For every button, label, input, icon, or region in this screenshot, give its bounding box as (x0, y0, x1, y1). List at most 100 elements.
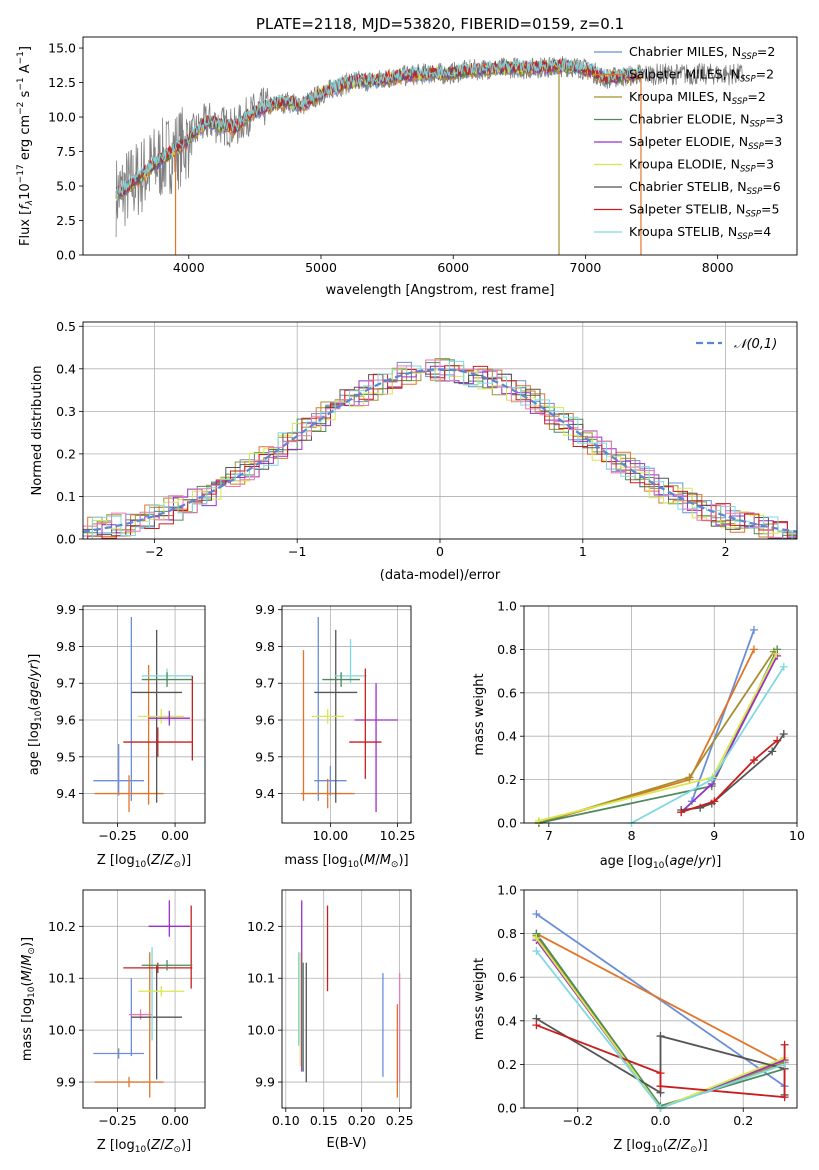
y-tick-label: 0.4 (497, 729, 517, 744)
marker-salpeter_stelib (780, 1093, 789, 1102)
y-tick-label: 0.4 (497, 1013, 517, 1028)
y-tick-label: 15.0 (48, 41, 76, 56)
x-tick-label: 10 (789, 828, 805, 843)
age_vs_Z-frame (82, 605, 206, 824)
y-axis-label: Normed distribution (30, 366, 45, 496)
y-tick-label: 10.2 (48, 919, 76, 934)
age_vs_mass-axes: 10.00 10.25 9.4 9.5 9.6 9.7 9.8 9.9 mass [log10(… (255, 602, 415, 870)
weight_vs_age-axes: 7 8 9 10 0.0 0.2 0.4 0.6 0.8 1.0 mass weight age [l… (472, 599, 805, 872)
x-tick-label: 0.15 (310, 1113, 338, 1128)
y-tick-label: 0.0 (56, 248, 76, 263)
x-tick-label: 5000 (305, 260, 337, 275)
y-axis-label: mass weight (472, 673, 487, 755)
mass_vs_ebv-axes: 0.10 0.15 0.20 0.25 9.9 10.0 10.1 10.2 E(B-V) (247, 890, 414, 1151)
x-axis-label: mass [log10(M/M⊙)] (284, 853, 408, 870)
residuals-frame (82, 321, 798, 540)
marker-chabrier_stelib (768, 747, 777, 756)
legend-entry: Kroupa ELODIE, NSSP=3 (629, 157, 774, 175)
x-tick-label: −2 (145, 544, 163, 559)
y-tick-label: 10.0 (48, 110, 76, 125)
x-tick-label: 0.10 (272, 1113, 300, 1128)
residuals-axes: −2 −1 0 1 2 0.0 0.1 0.2 0.3 0.4 0.5 (data-model)/er… (30, 319, 797, 583)
age_vs_mass-frame (281, 605, 412, 824)
y-tick-label: 5.0 (56, 179, 76, 194)
x-axis-label: Z [log10(Z/Z⊙)] (613, 1138, 707, 1155)
y-tick-label: 9.8 (255, 639, 275, 654)
y-tick-label: 1.0 (497, 599, 517, 614)
y-tick-label: 9.5 (255, 749, 275, 764)
weight_vs_age-series (534, 625, 788, 827)
marker-kroupa_stelib (779, 662, 788, 671)
x-tick-label: 0 (436, 544, 444, 559)
x-tick-label: 1 (579, 544, 587, 559)
legend-entry: 𝒩(0,1) (734, 337, 777, 352)
x-tick-label: 0.2 (733, 1113, 753, 1128)
mass_vs_ebv-frame (281, 889, 412, 1109)
y-tick-label: 0.2 (56, 446, 76, 461)
x-tick-label: 0.0 (651, 1113, 671, 1128)
y-tick-label: 9.4 (255, 786, 275, 801)
x-tick-label: 9 (710, 828, 718, 843)
x-tick-label: −0.2 (563, 1113, 593, 1128)
model-spectrum-kroupa_stelib (115, 57, 641, 199)
x-axis-label: wavelength [Angstrom, rest frame] (326, 283, 555, 298)
marker-kroupa_stelib (707, 775, 716, 784)
y-tick-label: 7.5 (56, 144, 76, 159)
legend-entry: Salpeter MILES, NSSP=2 (629, 67, 774, 85)
marker-salpeter_stelib (710, 797, 719, 806)
y-tick-label: 9.8 (56, 639, 76, 654)
x-tick-label: 8000 (702, 260, 734, 275)
marker-salpeter_stelib (780, 1040, 789, 1049)
y-tick-label: 9.9 (56, 1075, 76, 1090)
y-tick-label: 9.9 (255, 602, 275, 617)
age_vs_mass-points (300, 617, 398, 812)
y-tick-label: 12.5 (48, 75, 76, 90)
x-axis-label: age [log10(age/yr)] (600, 854, 722, 871)
y-tick-label: 9.5 (56, 749, 76, 764)
normal-distribution-curve (83, 368, 797, 533)
histogram-pink (83, 359, 797, 539)
x-tick-label: 6000 (437, 260, 469, 275)
age_vs_Z-points (93, 617, 193, 812)
x-tick-label: −0.25 (98, 828, 136, 843)
legend-entry: Salpeter STELIB, NSSP=5 (629, 202, 779, 220)
legend-entry: Kroupa MILES, NSSP=2 (629, 89, 766, 107)
y-tick-label: 0.6 (497, 970, 517, 985)
weight_vs_age-frame (523, 605, 798, 824)
y-tick-label: 0.5 (56, 319, 76, 334)
x-axis-label: E(B-V) (326, 1136, 366, 1151)
marker-chabrier_miles (749, 625, 758, 634)
x-tick-label: 0.25 (386, 1113, 414, 1128)
y-axis-label: mass weight (472, 958, 487, 1040)
x-axis-label: Z [log10(Z/Z⊙)] (97, 853, 191, 870)
x-tick-label: 7 (545, 828, 553, 843)
y-tick-label: 9.6 (56, 713, 76, 728)
marker-kroupa_elodie (772, 649, 781, 658)
y-tick-label: 9.9 (56, 602, 76, 617)
y-tick-label: 9.9 (255, 1075, 275, 1090)
marker-chabrier_stelib (656, 1032, 665, 1041)
x-tick-label: 0.00 (161, 828, 189, 843)
x-axis-label: (data-model)/error (380, 568, 501, 583)
marker-salpeter_miles (749, 645, 758, 654)
legend-entry: Chabrier ELODIE, NSSP=3 (629, 112, 784, 130)
y-tick-label: 9.4 (56, 786, 76, 801)
mass_vs_Z-axes: −0.25 0.00 9.9 10.0 10.1 10.2 Z [log10(Z/Z⊙)] m… (20, 890, 205, 1155)
marker-chabrier_miles (532, 909, 541, 918)
mass_vs_Z-frame (82, 889, 206, 1109)
legend-entry: Salpeter ELODIE, NSSP=3 (629, 134, 782, 152)
spectrum-plot-area (115, 56, 745, 255)
y-tick-label: 0.3 (56, 404, 76, 419)
x-tick-label: 8 (628, 828, 636, 843)
x-tick-label: 4000 (173, 260, 205, 275)
y-tick-label: 10.1 (247, 971, 275, 986)
y-tick-label: 0.0 (497, 816, 517, 831)
y-tick-label: 1.0 (497, 883, 517, 898)
marker-kroupa_elodie (534, 816, 543, 825)
x-tick-label: 0.00 (161, 1113, 189, 1128)
histogram-kroupa_miles (83, 358, 797, 539)
marker-kroupa_stelib (780, 1060, 789, 1069)
y-tick-label: 0.2 (497, 1057, 517, 1072)
legend-entry: Chabrier STELIB, NSSP=6 (629, 179, 781, 197)
marker-salpeter_stelib (656, 1082, 665, 1091)
